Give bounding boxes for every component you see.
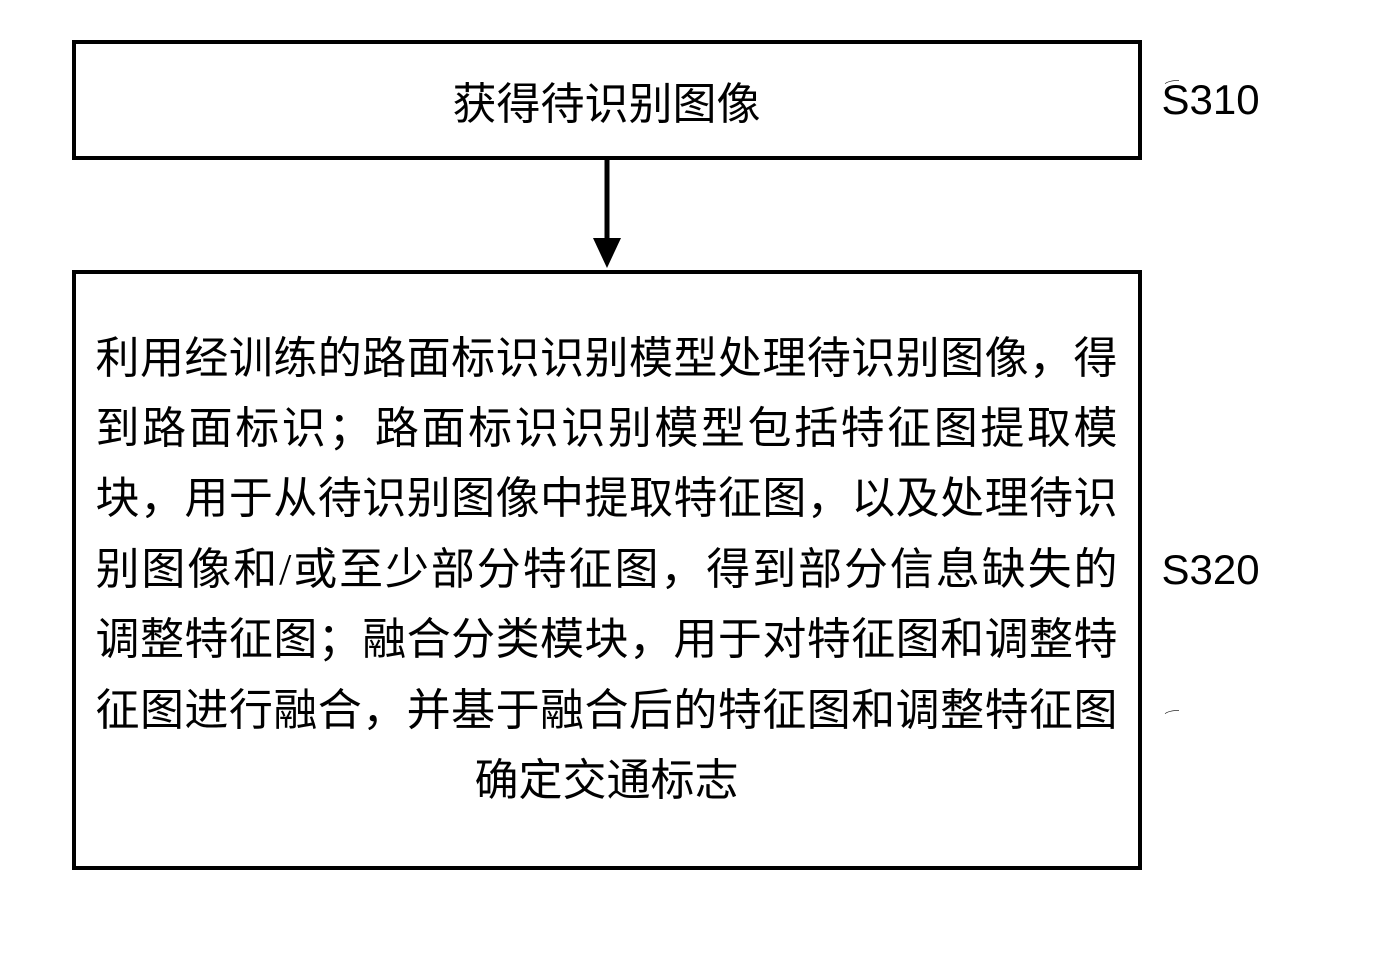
node-1-text: 获得待识别图像 <box>453 68 761 132</box>
arrow-down-icon <box>587 160 627 270</box>
node-wrapper-2: 利用经训练的路面标识识别模型处理待识别图像，得到路面标识；路面标识识别模型包括特… <box>42 270 1342 870</box>
step-label-2: S320 <box>1162 546 1260 594</box>
node-wrapper-1: 获得待识别图像 S310 <box>42 40 1342 160</box>
callout-line-1 <box>1137 80 1207 84</box>
flowchart-container: 获得待识别图像 S310 利用经训练的路面标识识别模型处理待识别图像，得到路面标… <box>42 40 1342 870</box>
node-2-text: 利用经训练的路面标识识别模型处理待识别图像，得到路面标识；路面标识识别模型包括特… <box>96 324 1118 817</box>
callout-line-2 <box>1137 710 1207 714</box>
connector-slot-1 <box>72 160 1142 270</box>
flowchart-node-2: 利用经训练的路面标识识别模型处理待识别图像，得到路面标识；路面标识识别模型包括特… <box>72 270 1142 870</box>
flowchart-node-1: 获得待识别图像 <box>72 40 1142 160</box>
